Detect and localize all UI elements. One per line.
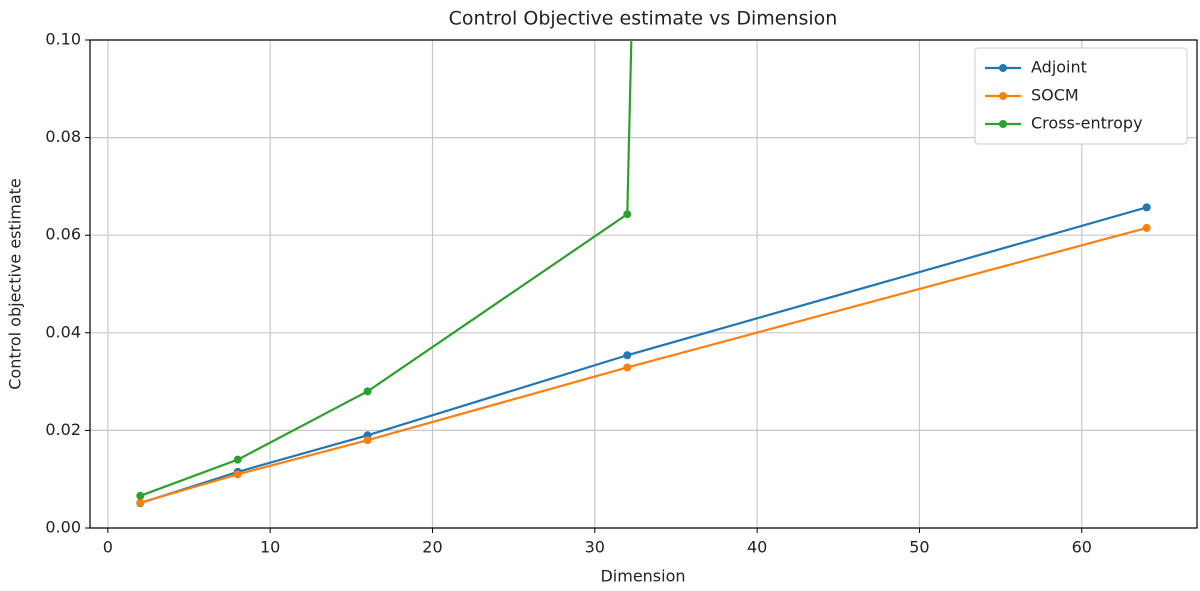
x-tick-label: 40 [747, 538, 767, 557]
series-line [140, 226, 1147, 504]
legend-box [974, 47, 1188, 145]
data-point [623, 351, 632, 360]
y-tick-label: 0.10 [45, 30, 81, 49]
data-point [1142, 223, 1151, 232]
data-point [363, 436, 372, 445]
x-tick-label: 10 [260, 538, 280, 557]
y-tick-label: 0.04 [45, 322, 81, 341]
y-tick-label: 0.06 [45, 225, 81, 244]
x-tick-label: 0 [103, 538, 113, 557]
y-axis-label: Control objective estimate [6, 178, 25, 389]
x-tick-label: 50 [909, 538, 929, 557]
y-tick-label: 0.00 [45, 518, 81, 537]
legend-marker [999, 120, 1007, 128]
data-point [623, 210, 632, 219]
y-tick-label: 0.02 [45, 420, 81, 439]
data-point [233, 470, 242, 479]
x-tick-label: 60 [1072, 538, 1092, 557]
plot-area [136, 40, 1151, 508]
data-point [136, 491, 145, 500]
data-point [136, 498, 145, 507]
legend-label: Cross-entropy [1031, 114, 1143, 133]
data-point [233, 455, 242, 464]
data-point [623, 363, 632, 372]
x-axis-label: Dimension [600, 567, 685, 586]
chart-title: Control Objective estimate vs Dimension [449, 8, 838, 30]
series-line [139, 206, 1147, 505]
legend-marker [999, 92, 1007, 100]
y-tick-label: 0.08 [45, 127, 81, 146]
plot-frame [89, 39, 1198, 529]
x-tick-label: 30 [585, 538, 605, 557]
data-point [1142, 203, 1151, 212]
legend-label: SOCM [1031, 86, 1079, 105]
legend-label: Adjoint [1031, 58, 1087, 77]
x-tick-label: 20 [422, 538, 442, 557]
legend-marker [999, 64, 1007, 72]
data-point [363, 387, 372, 396]
